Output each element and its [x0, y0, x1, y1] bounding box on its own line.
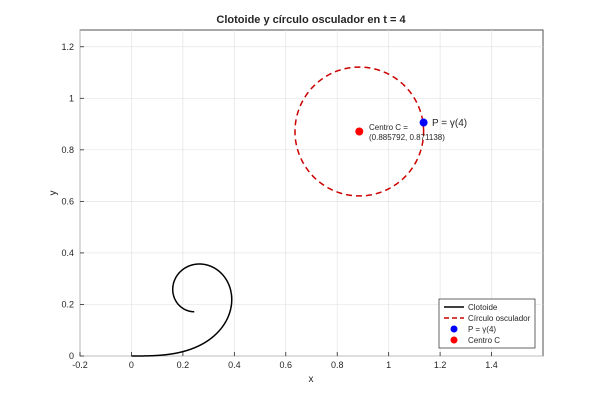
legend-label-circulo: Círculo osculador	[468, 314, 531, 323]
series-clotoide	[131, 263, 233, 357]
legend-marker-centro	[450, 336, 458, 344]
y-tick-label: 0.6	[61, 196, 74, 206]
x-axis-label: x	[309, 374, 314, 385]
ticks-layer: -0.2 0 0.2 0.4 0.6 0.8 1 1.2 1.400.20.40.60.811.…	[61, 42, 497, 370]
legend-marker-p	[450, 325, 458, 333]
y-tick-label: 0.8	[61, 145, 74, 155]
y-tick-label: 0.4	[61, 248, 74, 258]
x-tick-label: 0.2	[177, 360, 190, 370]
y-axis-label: y	[48, 191, 59, 196]
chart-title: Clotoide y círculo osculador en t = 4	[216, 14, 406, 26]
y-tick-label: 0.2	[61, 299, 74, 309]
center-annotation-line2: (0.885792, 0.871138)	[369, 133, 445, 142]
x-tick-label: 1	[386, 360, 391, 370]
center-annotation-line1: Centro C =	[369, 123, 408, 132]
point-centro-c	[355, 127, 364, 136]
legend-label-p: P = γ(4)	[468, 325, 496, 334]
series-layer	[131, 66, 428, 357]
x-tick-label: 1.2	[434, 360, 447, 370]
x-tick-label: 1.4	[485, 360, 498, 370]
point-p	[419, 118, 428, 127]
y-tick-label: 1	[69, 93, 74, 103]
x-tick-label: -0.2	[72, 360, 88, 370]
point-p-label: P = γ(4)	[432, 118, 467, 129]
legend-label-clotoide: Clotoide	[468, 303, 498, 312]
x-tick-label: 0	[129, 360, 134, 370]
y-tick-label: 0	[69, 351, 74, 361]
x-tick-label: 0.6	[280, 360, 293, 370]
x-tick-label: 0.4	[228, 360, 241, 370]
y-tick-label: 1.2	[61, 42, 74, 52]
series-circulo-osculador	[294, 66, 425, 197]
x-tick-label: 0.8	[331, 360, 344, 370]
legend: Clotoide Círculo osculador P = γ(4) Cent…	[438, 298, 536, 349]
legend-label-centro: Centro C	[468, 336, 500, 345]
